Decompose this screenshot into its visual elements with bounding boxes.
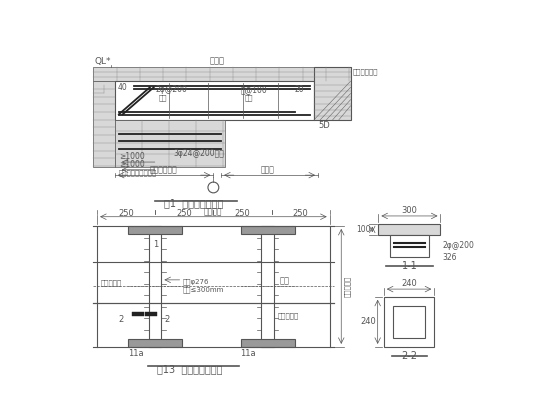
Bar bbox=[145, 312, 157, 316]
Text: 锚固长: 锚固长 bbox=[261, 165, 274, 174]
Text: 3φ24@200横向: 3φ24@200横向 bbox=[173, 149, 224, 158]
Text: 箍筋φ276: 箍筋φ276 bbox=[183, 278, 209, 285]
Text: 天花: 天花 bbox=[159, 94, 167, 101]
Text: 1: 1 bbox=[153, 240, 158, 249]
Text: 大墙: 大墙 bbox=[279, 276, 290, 285]
Text: 2: 2 bbox=[119, 315, 124, 323]
Text: 女儿墙纵筋: 女儿墙纵筋 bbox=[101, 280, 122, 286]
Bar bbox=[384, 297, 434, 347]
Text: ≥1000: ≥1000 bbox=[120, 152, 146, 161]
Bar bbox=[132, 312, 143, 316]
Text: 2φ@200: 2φ@200 bbox=[155, 85, 187, 94]
Text: 250: 250 bbox=[118, 209, 134, 218]
Text: 2φ@200: 2φ@200 bbox=[443, 241, 475, 250]
Text: 250: 250 bbox=[293, 209, 309, 218]
Text: 柱截面: 柱截面 bbox=[210, 57, 225, 66]
Text: 钢@100: 钢@100 bbox=[240, 85, 267, 94]
Text: 2-2: 2-2 bbox=[401, 351, 417, 361]
Text: 钢筋需满足搭接要求: 钢筋需满足搭接要求 bbox=[119, 169, 157, 176]
Text: 梁内锚固长度: 梁内锚固长度 bbox=[150, 165, 178, 174]
Text: 326: 326 bbox=[443, 253, 458, 262]
Text: QL*: QL* bbox=[95, 57, 111, 66]
Bar bbox=[149, 226, 161, 347]
Text: 女儿墙高度: 女儿墙高度 bbox=[344, 276, 350, 297]
Text: 楼板厚度处理: 楼板厚度处理 bbox=[353, 69, 379, 76]
Text: 11a: 11a bbox=[240, 349, 256, 358]
Bar bbox=[314, 67, 351, 120]
Text: ≥1000: ≥1000 bbox=[120, 160, 146, 169]
Text: 20: 20 bbox=[295, 85, 305, 94]
Text: 1-1: 1-1 bbox=[402, 260, 417, 270]
Text: 天花: 天花 bbox=[244, 94, 253, 101]
Bar bbox=[115, 81, 314, 120]
Bar bbox=[94, 67, 351, 81]
Bar bbox=[262, 226, 274, 347]
Text: 11a: 11a bbox=[128, 349, 144, 358]
Bar bbox=[94, 81, 115, 168]
Text: 图1  层楼梁构造详图: 图1 层楼梁构造详图 bbox=[164, 198, 223, 208]
Text: 2: 2 bbox=[165, 315, 170, 323]
Bar bbox=[115, 120, 225, 168]
Bar bbox=[379, 223, 441, 235]
Text: 240: 240 bbox=[401, 279, 417, 288]
Text: 外包尺寸: 外包尺寸 bbox=[204, 207, 223, 216]
Text: 300: 300 bbox=[402, 206, 417, 215]
Bar bbox=[393, 306, 425, 338]
Text: 间距≤300mm: 间距≤300mm bbox=[183, 286, 224, 293]
Text: 5D: 5D bbox=[318, 121, 330, 130]
Text: 250: 250 bbox=[176, 209, 192, 218]
Text: 100: 100 bbox=[356, 225, 371, 234]
Bar bbox=[128, 226, 183, 234]
Text: 240: 240 bbox=[361, 318, 376, 326]
Text: 图13  女儿墙步距大样: 图13 女儿墙步距大样 bbox=[157, 365, 223, 375]
Bar bbox=[240, 226, 295, 234]
Text: 女儿墙纵筋: 女儿墙纵筋 bbox=[278, 312, 299, 319]
Bar bbox=[128, 339, 183, 347]
Text: 250: 250 bbox=[235, 209, 250, 218]
Bar bbox=[240, 339, 295, 347]
Text: 40: 40 bbox=[117, 83, 127, 92]
Bar bbox=[390, 235, 429, 257]
